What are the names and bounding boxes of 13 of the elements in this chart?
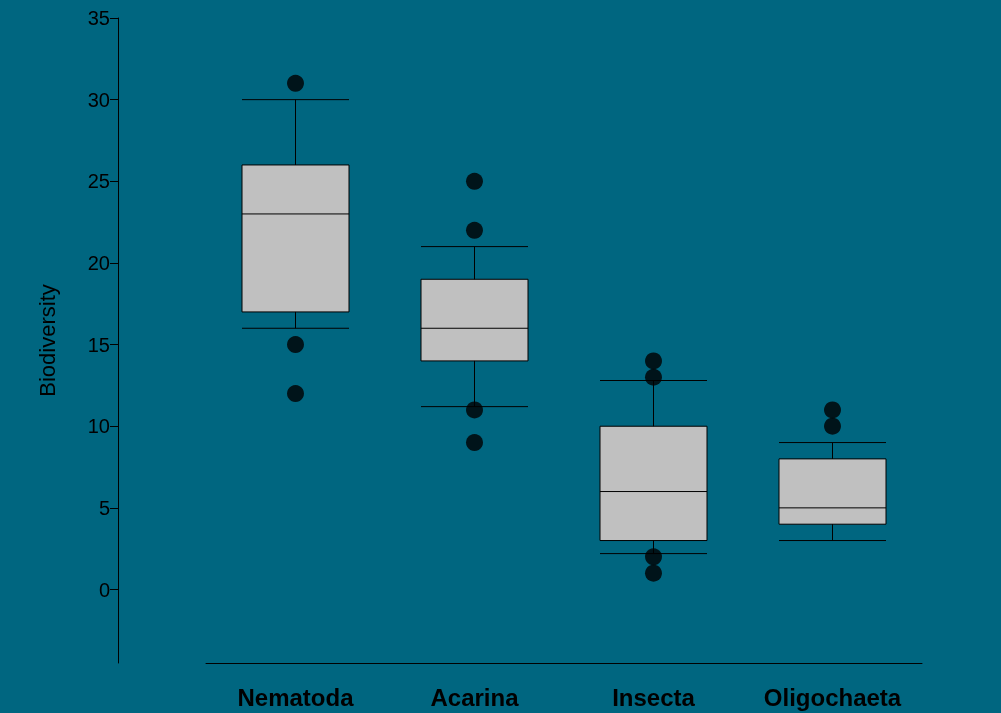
x-tick-label: Acarina: [430, 683, 520, 711]
y-axis-title: Biodiversity: [34, 284, 60, 397]
y-tick-label: 20: [87, 251, 110, 274]
y-tick-label: 35: [87, 7, 110, 29]
y-tick-label: 15: [87, 333, 110, 356]
y-tick-label: 25: [87, 170, 110, 193]
y-tick-label: 30: [87, 88, 110, 111]
y-tick-label: 5: [98, 496, 110, 519]
x-tick-label: Oligochaeta: [763, 683, 902, 711]
x-tick-label: Nematoda: [237, 683, 355, 711]
y-tick-label: 0: [98, 578, 110, 601]
y-tick-label: 10: [87, 415, 110, 438]
x-tick-label: Insecta: [612, 683, 696, 711]
